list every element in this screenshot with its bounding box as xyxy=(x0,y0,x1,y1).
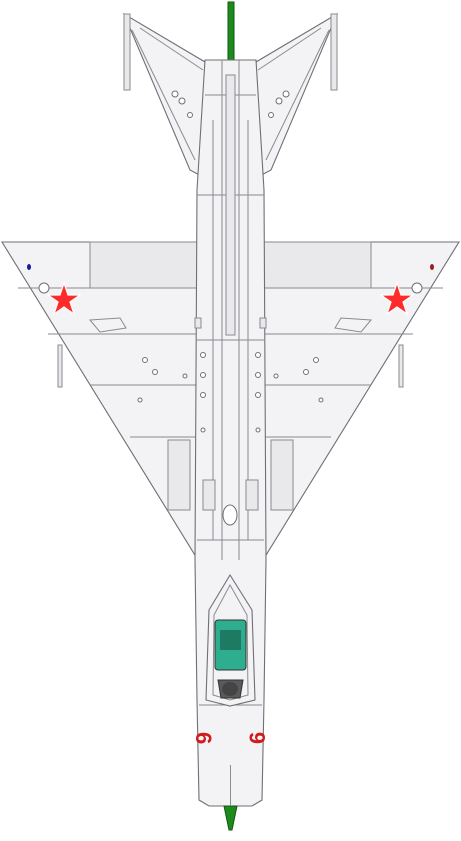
cockpit-canopy xyxy=(205,573,256,707)
tail-pitot-tube xyxy=(223,805,238,831)
left-red-star-insignia xyxy=(46,281,82,316)
side-number-left: 6 xyxy=(191,732,216,744)
right-wing xyxy=(262,241,460,562)
left-canard xyxy=(122,12,206,179)
right-canard xyxy=(255,12,339,179)
left-wing xyxy=(1,241,199,562)
right-red-star-insignia xyxy=(379,281,415,316)
side-number-right: 6 xyxy=(245,732,270,744)
